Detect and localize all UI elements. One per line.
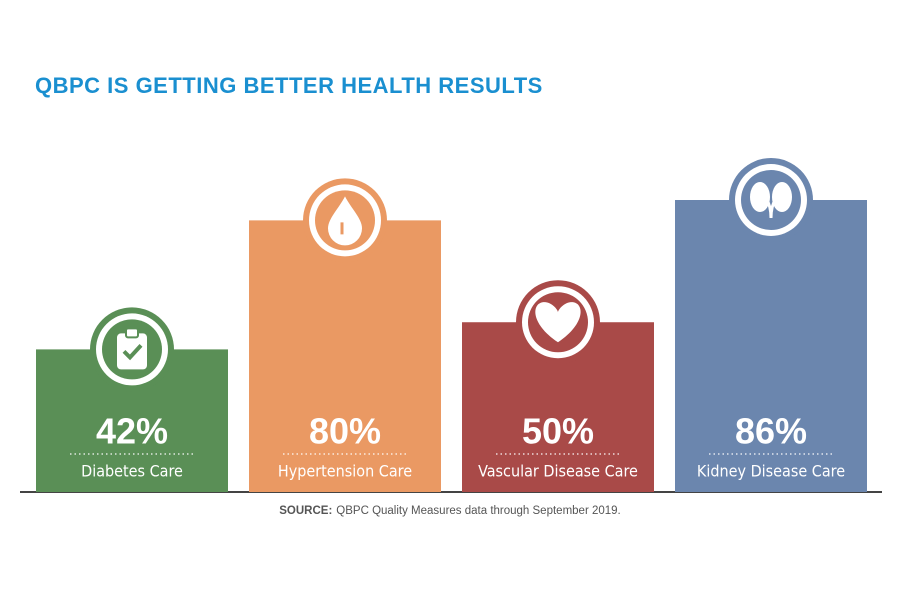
icon-glyph — [764, 197, 778, 219]
bar — [675, 200, 867, 492]
icon-glyph — [328, 196, 362, 246]
icon-glyph — [535, 302, 581, 343]
category-label: Hypertension Care — [278, 462, 412, 481]
icon-glyph — [772, 182, 792, 212]
icon-core — [741, 170, 801, 230]
value-label: 86% — [735, 411, 807, 452]
icon-glyph — [122, 344, 143, 361]
value-label: 50% — [522, 411, 594, 452]
source: SOURCE: QBPC Quality Measures data throug… — [279, 505, 621, 517]
category-label: Kidney Disease Care — [697, 462, 845, 481]
value-label: 80% — [309, 411, 381, 452]
icon-glyph — [125, 327, 139, 339]
icon — [729, 158, 813, 242]
category-label: Diabetes Care — [81, 462, 183, 481]
icon — [516, 280, 600, 365]
bar — [249, 220, 441, 493]
chart-title: QBPC IS GETTING BETTER HEALTH RESULTS — [35, 73, 543, 98]
icon-glyph — [750, 182, 770, 212]
category-label: Vascular Disease Care — [478, 462, 638, 481]
value-label: 42% — [96, 411, 168, 452]
icon-glyph — [117, 333, 147, 370]
icon — [90, 307, 174, 392]
icon — [303, 178, 387, 263]
source-text: QBPC Quality Measures data through Septe… — [336, 505, 620, 517]
source-label: SOURCE: — [279, 505, 332, 517]
